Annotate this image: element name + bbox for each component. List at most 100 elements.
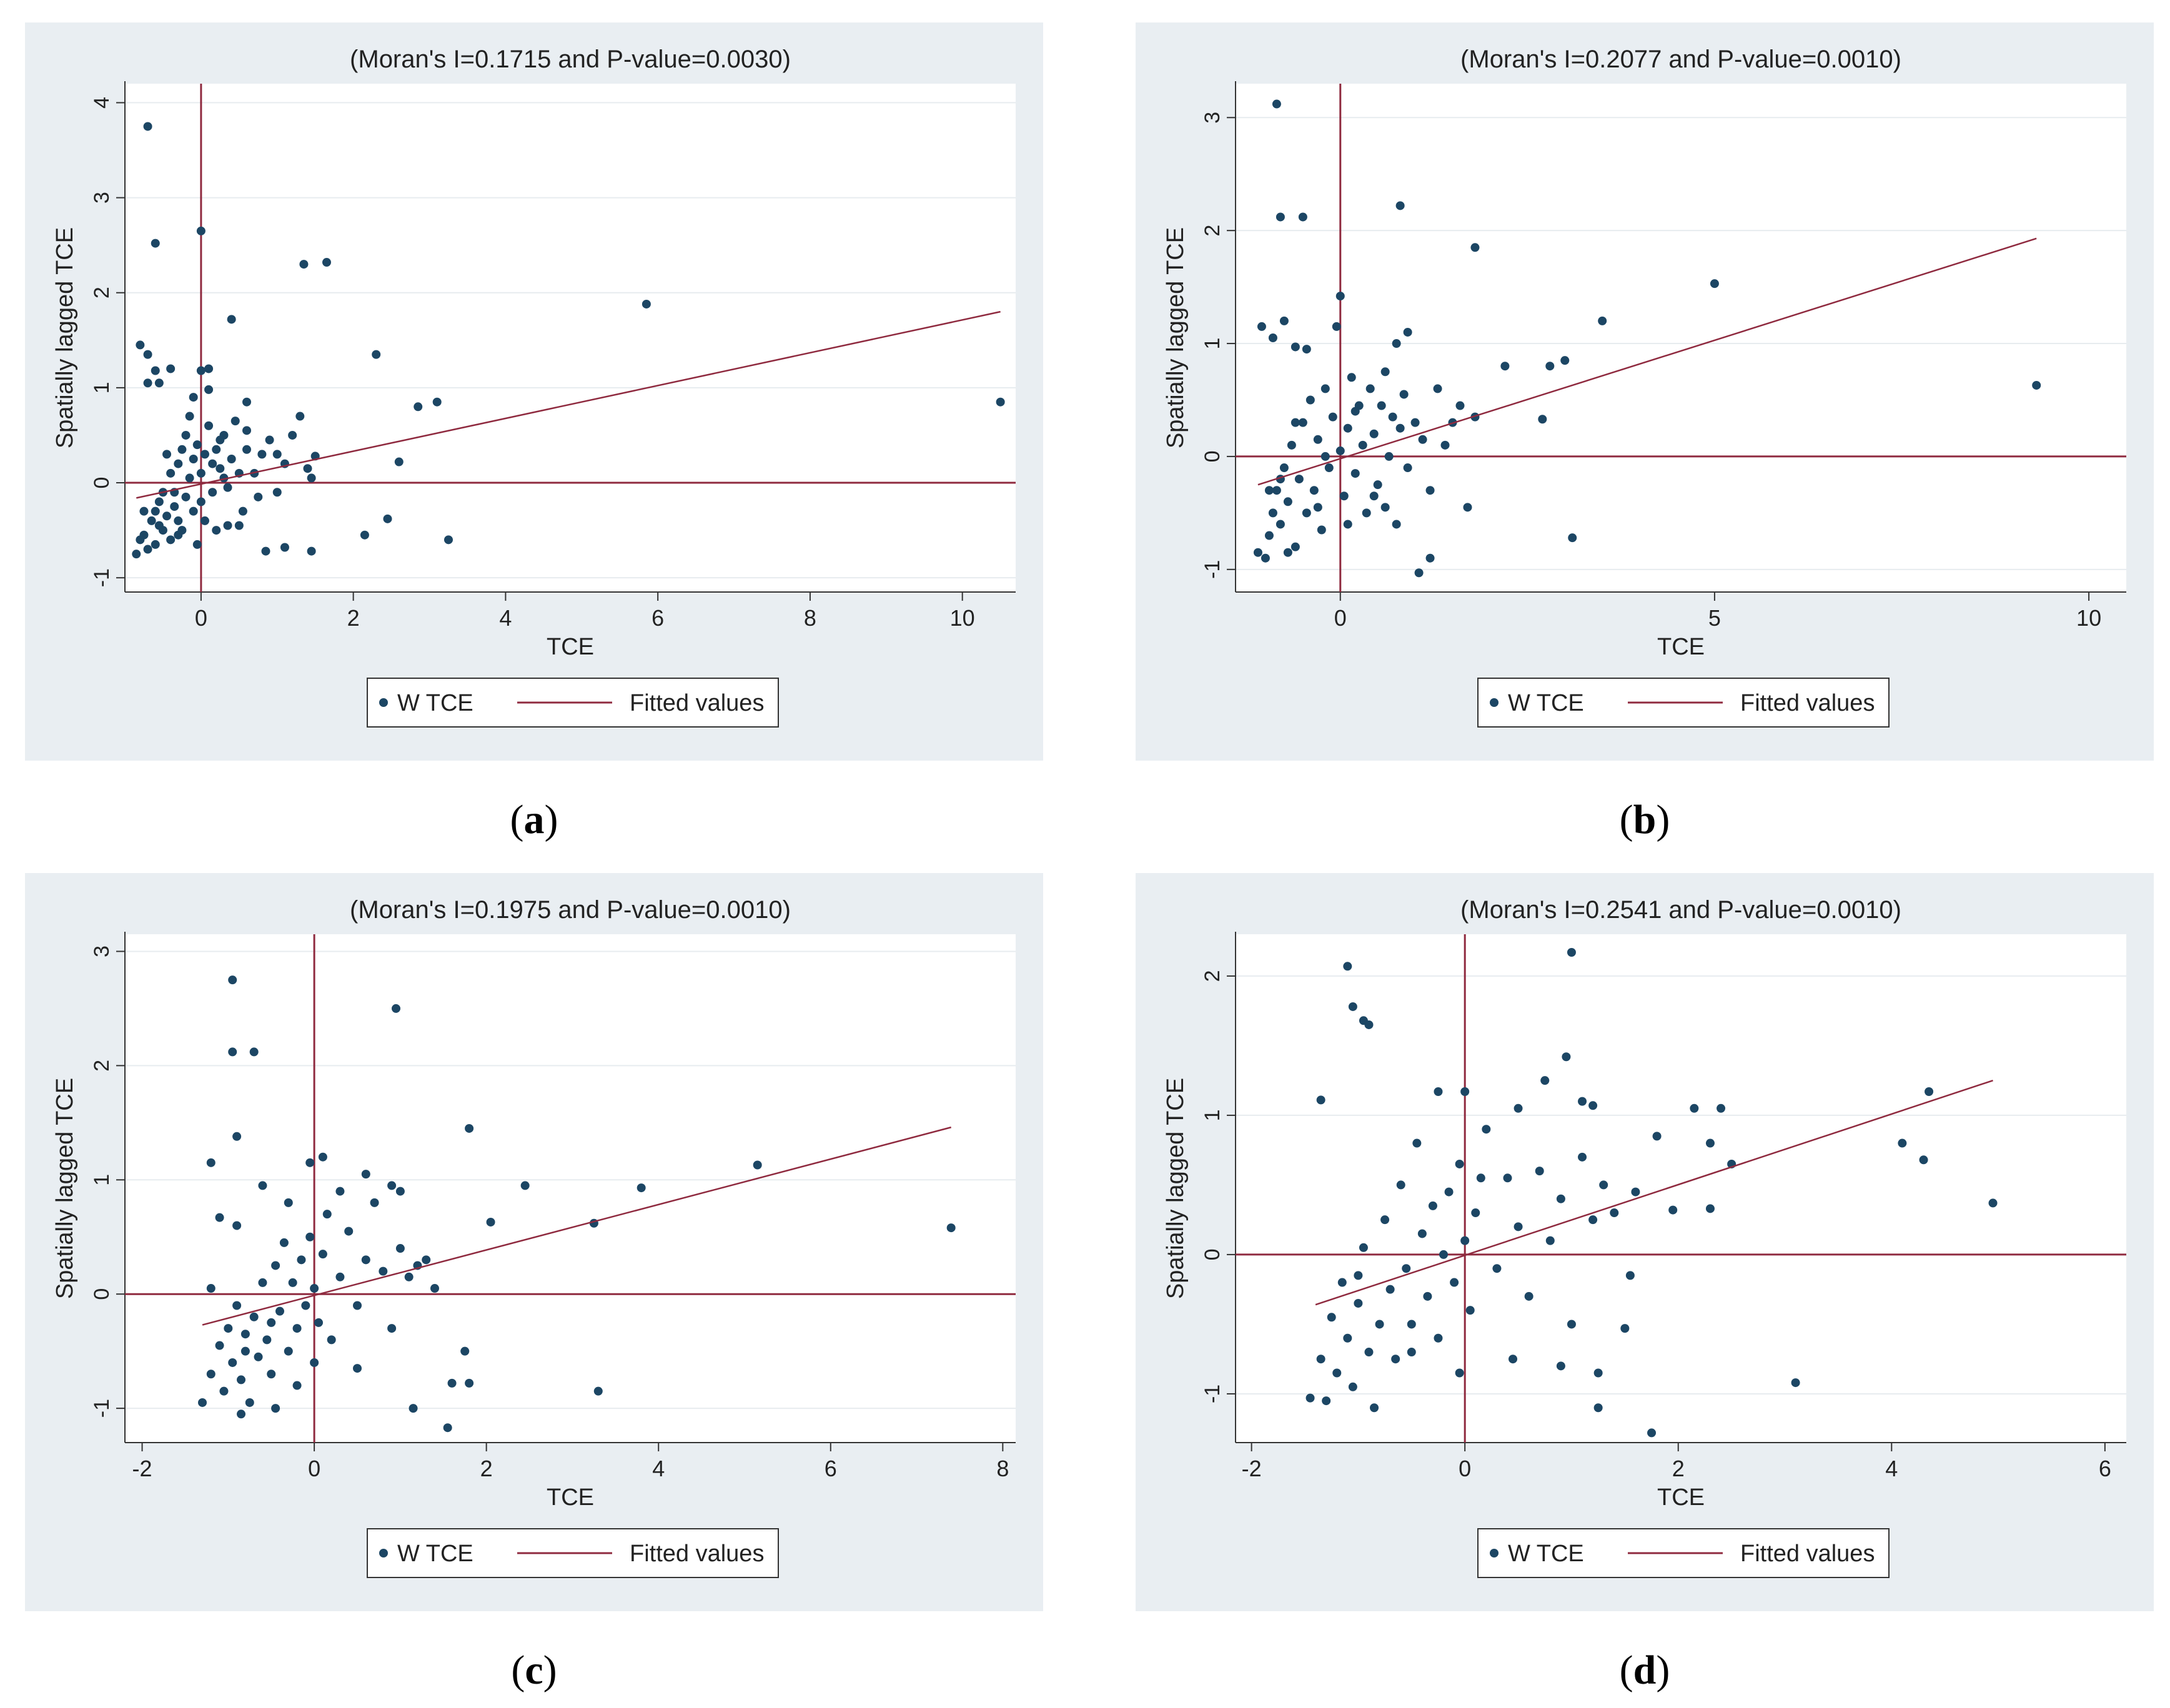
data-point bbox=[198, 1398, 207, 1407]
data-point bbox=[1919, 1155, 1928, 1165]
caption-a: (a) bbox=[510, 797, 558, 842]
data-point bbox=[1287, 440, 1296, 450]
data-point bbox=[232, 1132, 242, 1141]
data-point bbox=[1385, 1285, 1395, 1294]
data-point bbox=[215, 1341, 224, 1350]
data-point bbox=[1337, 1278, 1347, 1287]
data-point bbox=[1631, 1187, 1640, 1197]
data-point bbox=[234, 521, 244, 530]
data-point bbox=[216, 464, 225, 473]
data-point bbox=[520, 1181, 530, 1190]
data-point bbox=[1545, 362, 1555, 371]
data-point bbox=[143, 378, 152, 388]
data-point bbox=[1313, 503, 1322, 512]
y-tick-label: 0 bbox=[90, 1288, 114, 1300]
data-point bbox=[1395, 423, 1405, 433]
data-point bbox=[1347, 373, 1356, 382]
x-axis-label: TCE bbox=[547, 634, 594, 660]
y-tick-label: 3 bbox=[90, 945, 114, 957]
data-point bbox=[1925, 1087, 1934, 1097]
data-point bbox=[443, 1423, 452, 1433]
data-point bbox=[1272, 486, 1281, 495]
data-point bbox=[1302, 345, 1311, 354]
data-point bbox=[353, 1364, 362, 1373]
data-point bbox=[2032, 380, 2041, 390]
data-point bbox=[206, 1370, 216, 1379]
x-tick-label: 6 bbox=[651, 605, 664, 631]
data-point bbox=[288, 1278, 297, 1287]
data-point bbox=[1313, 435, 1322, 444]
data-point bbox=[151, 366, 160, 375]
data-point bbox=[1339, 491, 1349, 501]
data-point bbox=[185, 473, 194, 483]
data-point bbox=[395, 1187, 405, 1196]
data-point bbox=[154, 378, 164, 388]
data-point bbox=[162, 511, 172, 521]
data-point bbox=[279, 1238, 289, 1247]
x-tick-label: -2 bbox=[132, 1456, 152, 1481]
legend-label-w-tce: W TCE bbox=[1508, 1541, 1584, 1567]
data-point bbox=[344, 1227, 354, 1236]
data-point bbox=[299, 260, 309, 269]
data-point bbox=[1524, 1291, 1533, 1301]
data-point bbox=[284, 1198, 293, 1207]
data-point bbox=[430, 1284, 439, 1293]
data-point bbox=[1328, 412, 1337, 422]
data-point bbox=[1261, 553, 1270, 563]
data-point bbox=[1460, 1087, 1470, 1097]
data-point bbox=[1652, 1132, 1662, 1141]
fitted-line bbox=[1257, 237, 2037, 486]
data-point bbox=[1425, 486, 1435, 495]
x-tick-label: 4 bbox=[499, 605, 512, 631]
data-point bbox=[196, 226, 206, 235]
data-point bbox=[232, 1221, 242, 1230]
data-point bbox=[1434, 1333, 1443, 1343]
data-point bbox=[996, 397, 1005, 407]
data-point bbox=[1373, 480, 1382, 490]
data-point bbox=[1335, 292, 1345, 301]
legend-box bbox=[1477, 1528, 1890, 1578]
data-point bbox=[267, 1318, 276, 1327]
y-tick-label: 0 bbox=[1201, 1248, 1224, 1260]
data-point bbox=[151, 506, 160, 516]
data-point bbox=[1444, 1187, 1454, 1197]
data-point bbox=[147, 516, 156, 525]
data-point bbox=[379, 1266, 388, 1276]
data-point bbox=[1593, 1368, 1603, 1378]
data-point bbox=[132, 550, 141, 559]
data-point bbox=[1465, 1306, 1475, 1315]
y-tick-label: 0 bbox=[90, 477, 114, 489]
data-point bbox=[1354, 1298, 1363, 1308]
chart-title: (Moran's I=0.1975 and P-value=0.0010) bbox=[350, 896, 791, 924]
data-point bbox=[1358, 440, 1367, 450]
data-point bbox=[1350, 407, 1360, 416]
data-point bbox=[1276, 212, 1285, 222]
data-point bbox=[353, 1301, 362, 1310]
data-point bbox=[292, 1381, 302, 1390]
legend-label-w-tce: W TCE bbox=[397, 690, 473, 716]
data-point bbox=[154, 497, 164, 506]
chart-svg-c: (Moran's I=0.1975 and P-value=0.0010) -1 0… bbox=[52, 896, 1016, 1578]
data-point bbox=[232, 1301, 242, 1310]
y-tick-label: 1 bbox=[90, 1174, 114, 1186]
data-point bbox=[409, 1404, 418, 1413]
data-point bbox=[1395, 201, 1405, 210]
plot-area bbox=[125, 84, 1016, 592]
data-point bbox=[1279, 316, 1289, 325]
data-point bbox=[404, 1272, 414, 1281]
data-point bbox=[196, 497, 206, 506]
data-point bbox=[196, 468, 206, 478]
data-point bbox=[1375, 1320, 1384, 1329]
data-point bbox=[154, 521, 164, 530]
data-point bbox=[1647, 1428, 1657, 1438]
data-point bbox=[310, 1358, 319, 1367]
data-point bbox=[1568, 533, 1577, 543]
data-point bbox=[240, 1346, 250, 1356]
data-point bbox=[1377, 401, 1386, 410]
y-tick-label: 2 bbox=[90, 287, 114, 299]
data-point bbox=[1283, 548, 1292, 557]
data-point bbox=[1455, 1368, 1464, 1378]
data-point bbox=[242, 445, 252, 454]
data-point bbox=[189, 506, 198, 516]
y-tick-label: 1 bbox=[1201, 1109, 1224, 1121]
